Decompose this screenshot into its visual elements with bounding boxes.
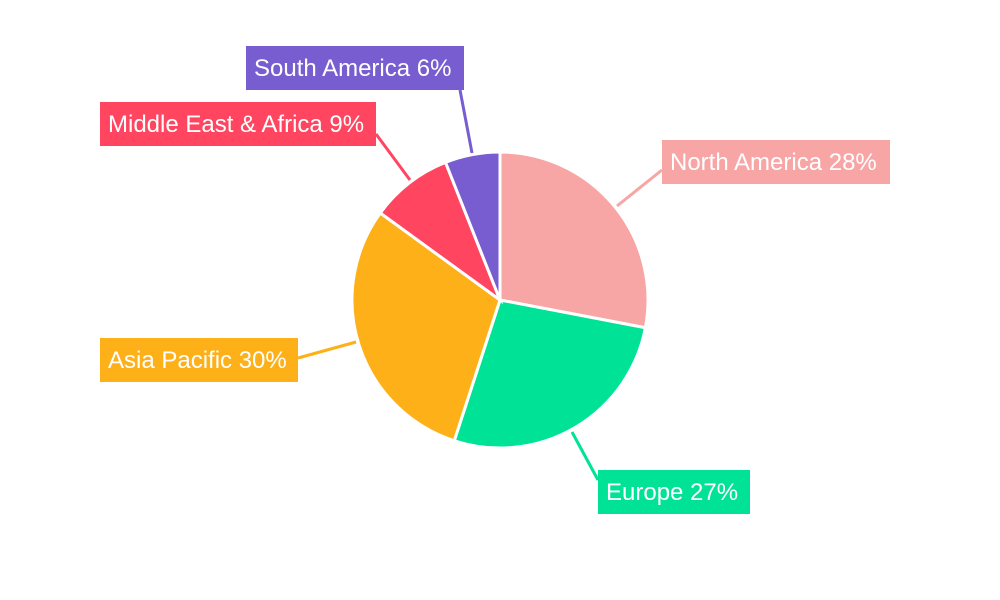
pie-slice-north-america[interactable] [498, 150, 650, 330]
label-box-north-america [662, 140, 890, 184]
data-label-south-america: South America 6% [254, 55, 451, 82]
pie-slice-south-america[interactable] [443, 150, 502, 301]
label-box-europe [598, 470, 750, 514]
leader-line-middle-east-africa [374, 133, 412, 181]
pie-slice-asia-pacific[interactable] [350, 210, 502, 443]
label-box-asia-pacific [100, 338, 298, 382]
label-box-middle-east-africa [100, 102, 376, 146]
pie-slice-europe[interactable] [452, 298, 648, 450]
leader-line-europe [570, 431, 600, 481]
pie-slice-middle-east-africa[interactable] [378, 160, 504, 305]
data-label-asia-pacific: Asia Pacific 30% [108, 347, 287, 374]
data-label-europe: Europe 27% [606, 479, 738, 506]
leader-line-north-america [616, 168, 663, 208]
data-label-middle-east-africa: Middle East & Africa 9% [108, 111, 364, 138]
data-label-north-america: North America 28% [670, 149, 877, 176]
label-box-south-america [246, 46, 464, 90]
leader-line-asia-pacific [297, 340, 357, 360]
leader-line-south-america [458, 89, 474, 154]
